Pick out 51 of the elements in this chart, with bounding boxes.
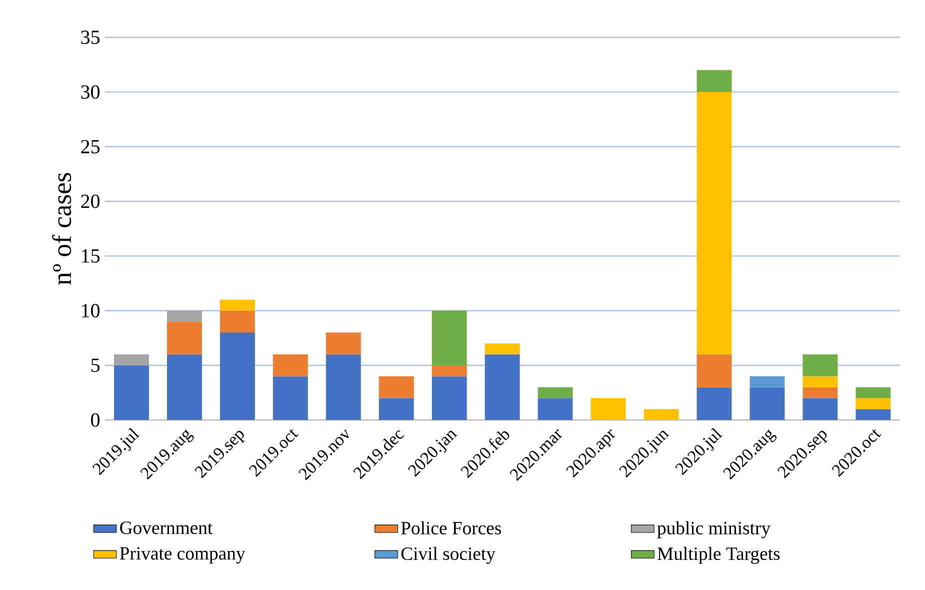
bar	[432, 310, 467, 366]
bar	[220, 310, 255, 333]
bar	[484, 354, 520, 420]
bar	[750, 387, 785, 420]
bar	[696, 354, 732, 388]
y-tick-label: 35	[81, 30, 100, 44]
y-tick-label: 25	[81, 140, 100, 154]
y-tick-label: 10	[82, 304, 100, 318]
bar	[590, 398, 626, 420]
bar	[750, 376, 785, 388]
legend-label: Multiple Targets	[658, 546, 780, 564]
legend-label: public ministry	[657, 521, 770, 538]
bar	[802, 354, 838, 376]
bar	[272, 376, 308, 420]
bar	[856, 387, 891, 398]
bar	[696, 387, 732, 420]
bar	[696, 70, 732, 92]
bar	[114, 354, 149, 366]
bar	[538, 387, 573, 398]
bar	[378, 398, 414, 420]
bar	[802, 387, 838, 398]
y-tick-label: 30	[81, 85, 100, 99]
bar	[114, 365, 149, 420]
legend-label: Police Forces	[401, 521, 502, 534]
bar	[644, 409, 679, 420]
bar	[856, 409, 891, 420]
bar	[432, 376, 467, 420]
y-tick-label: 20	[81, 194, 100, 208]
bar	[432, 365, 467, 376]
y-tick-label: 5	[91, 358, 100, 372]
y-axis-title: nº of cases	[52, 172, 72, 285]
bar	[856, 398, 891, 410]
bar	[326, 332, 361, 354]
bar	[220, 300, 255, 311]
bar	[378, 376, 414, 398]
bar	[484, 343, 520, 354]
bar	[802, 398, 838, 420]
legend-label: Private company	[120, 547, 246, 564]
y-tick-label: 0	[91, 413, 100, 427]
bar	[272, 354, 308, 376]
legend-label: Government	[120, 522, 213, 534]
legend-label: Civil society	[401, 546, 496, 564]
bar	[802, 376, 838, 388]
bar	[538, 398, 573, 420]
bar	[220, 332, 255, 420]
bar	[696, 92, 732, 354]
bar	[166, 354, 202, 420]
bar	[166, 310, 202, 322]
bar	[326, 354, 361, 420]
y-tick-label: 15	[82, 249, 100, 263]
bar	[166, 322, 202, 354]
